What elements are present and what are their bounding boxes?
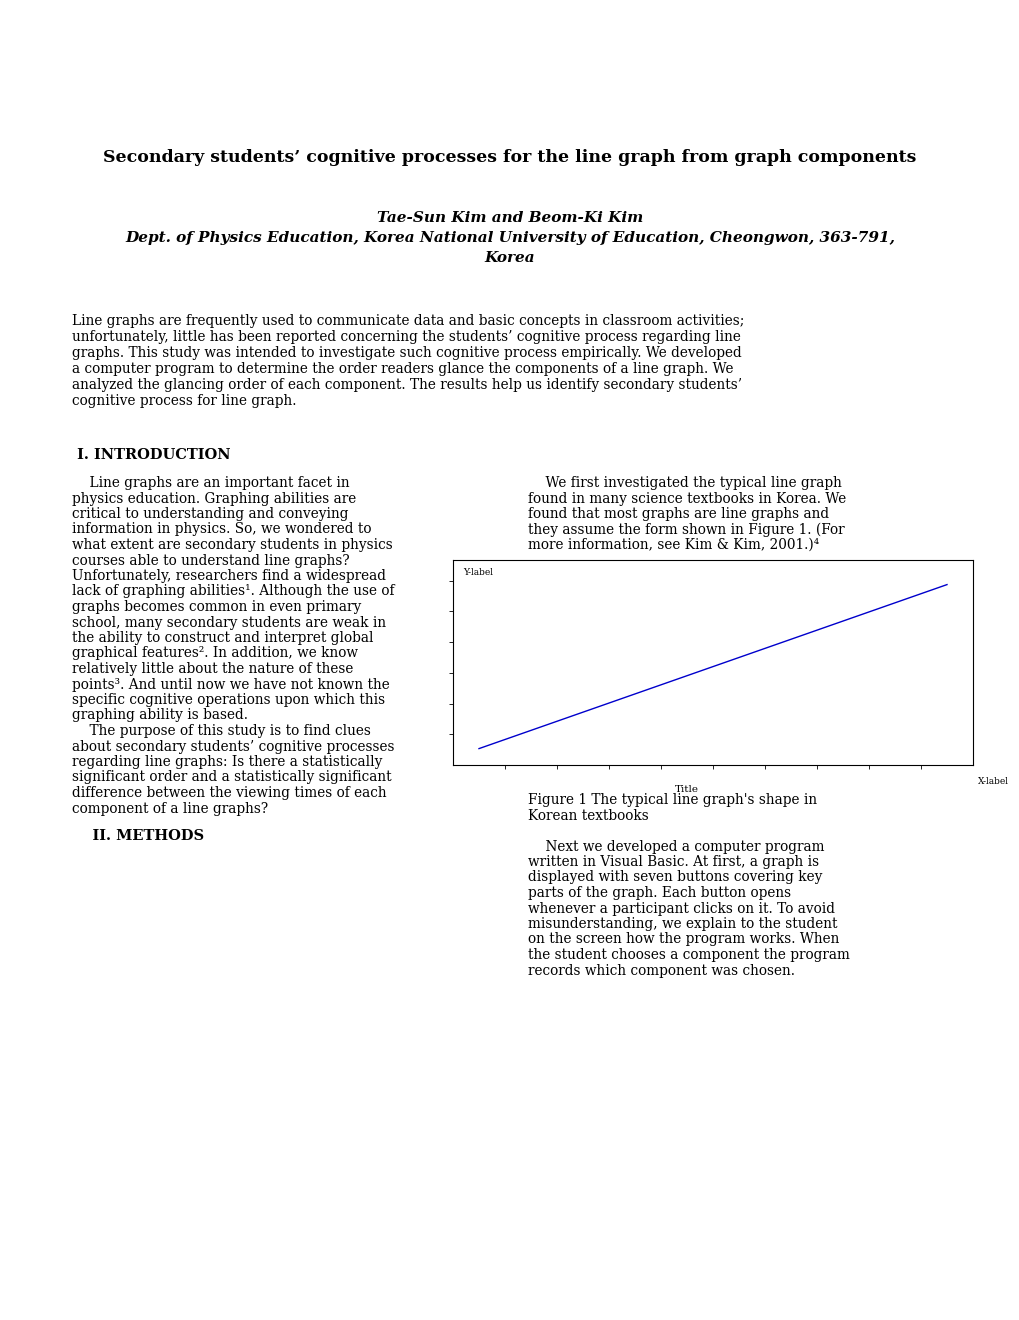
Text: component of a line graphs?: component of a line graphs? [72, 801, 268, 816]
Text: difference between the viewing times of each: difference between the viewing times of … [72, 785, 386, 800]
Text: I. INTRODUCTION: I. INTRODUCTION [72, 447, 230, 462]
Text: found in many science textbooks in Korea. We: found in many science textbooks in Korea… [528, 491, 846, 506]
Text: on the screen how the program works. When: on the screen how the program works. Whe… [528, 932, 839, 946]
Text: information in physics. So, we wondered to: information in physics. So, we wondered … [72, 523, 371, 536]
Text: Unfortunately, researchers find a widespread: Unfortunately, researchers find a widesp… [72, 569, 385, 583]
Text: points³. And until now we have not known the: points³. And until now we have not known… [72, 677, 389, 692]
Text: Korea: Korea [484, 251, 535, 265]
Text: graphs becomes common in even primary: graphs becomes common in even primary [72, 601, 361, 614]
Text: regarding line graphs: Is there a statistically: regarding line graphs: Is there a statis… [72, 755, 382, 770]
Text: records which component was chosen.: records which component was chosen. [528, 964, 794, 978]
Text: courses able to understand line graphs?: courses able to understand line graphs? [72, 553, 350, 568]
Text: physics education. Graphing abilities are: physics education. Graphing abilities ar… [72, 491, 356, 506]
Text: graphs. This study was intended to investigate such cognitive process empiricall: graphs. This study was intended to inves… [72, 346, 741, 360]
Text: relatively little about the nature of these: relatively little about the nature of th… [72, 663, 353, 676]
Text: The purpose of this study is to find clues: The purpose of this study is to find clu… [72, 723, 371, 738]
Text: Tae-Sun Kim and Beom-Ki Kim: Tae-Sun Kim and Beom-Ki Kim [376, 211, 643, 224]
Text: Line graphs are frequently used to communicate data and basic concepts in classr: Line graphs are frequently used to commu… [72, 314, 744, 327]
Text: Title: Title [675, 785, 698, 795]
Text: Next we developed a computer program: Next we developed a computer program [528, 840, 823, 854]
Text: cognitive process for line graph.: cognitive process for line graph. [72, 393, 297, 408]
Text: written in Visual Basic. At first, a graph is: written in Visual Basic. At first, a gra… [528, 855, 818, 869]
Text: about secondary students’ cognitive processes: about secondary students’ cognitive proc… [72, 739, 394, 754]
Text: Secondary students’ cognitive processes for the line graph from graph components: Secondary students’ cognitive processes … [103, 149, 916, 166]
Text: We first investigated the typical line graph: We first investigated the typical line g… [528, 477, 841, 490]
Text: significant order and a statistically significant: significant order and a statistically si… [72, 771, 391, 784]
Text: critical to understanding and conveying: critical to understanding and conveying [72, 507, 348, 521]
Text: the ability to construct and interpret global: the ability to construct and interpret g… [72, 631, 373, 645]
Text: Line graphs are an important facet in: Line graphs are an important facet in [72, 477, 350, 490]
Text: displayed with seven buttons covering key: displayed with seven buttons covering ke… [528, 870, 821, 884]
Text: misunderstanding, we explain to the student: misunderstanding, we explain to the stud… [528, 917, 837, 931]
Text: parts of the graph. Each button opens: parts of the graph. Each button opens [528, 886, 791, 900]
Text: lack of graphing abilities¹. Although the use of: lack of graphing abilities¹. Although th… [72, 585, 394, 598]
Text: graphing ability is based.: graphing ability is based. [72, 709, 248, 722]
Text: specific cognitive operations upon which this: specific cognitive operations upon which… [72, 693, 385, 708]
Text: whenever a participant clicks on it. To avoid: whenever a participant clicks on it. To … [528, 902, 835, 916]
Text: a computer program to determine the order readers glance the components of a lin: a computer program to determine the orde… [72, 362, 733, 376]
Text: Korean textbooks: Korean textbooks [528, 808, 648, 822]
Text: school, many secondary students are weak in: school, many secondary students are weak… [72, 615, 386, 630]
Text: the student chooses a component the program: the student chooses a component the prog… [528, 948, 849, 962]
Text: X-label: X-label [977, 777, 1008, 787]
Text: II. METHODS: II. METHODS [72, 829, 204, 843]
Text: unfortunately, little has been reported concerning the students’ cognitive proce: unfortunately, little has been reported … [72, 330, 740, 345]
Text: graphical features². In addition, we know: graphical features². In addition, we kno… [72, 647, 358, 660]
Text: Dept. of Physics Education, Korea National University of Education, Cheongwon, 3: Dept. of Physics Education, Korea Nation… [125, 231, 894, 246]
Text: they assume the form shown in Figure 1. (For: they assume the form shown in Figure 1. … [528, 523, 844, 537]
Text: analyzed the glancing order of each component. The results help us identify seco: analyzed the glancing order of each comp… [72, 378, 742, 392]
Text: found that most graphs are line graphs and: found that most graphs are line graphs a… [528, 507, 828, 521]
Text: what extent are secondary students in physics: what extent are secondary students in ph… [72, 539, 392, 552]
Text: more information, see Kim & Kim, 2001.)⁴: more information, see Kim & Kim, 2001.)⁴ [528, 539, 818, 552]
Text: Figure 1 The typical line graph's shape in: Figure 1 The typical line graph's shape … [528, 793, 816, 807]
Text: Y-label: Y-label [463, 568, 493, 577]
